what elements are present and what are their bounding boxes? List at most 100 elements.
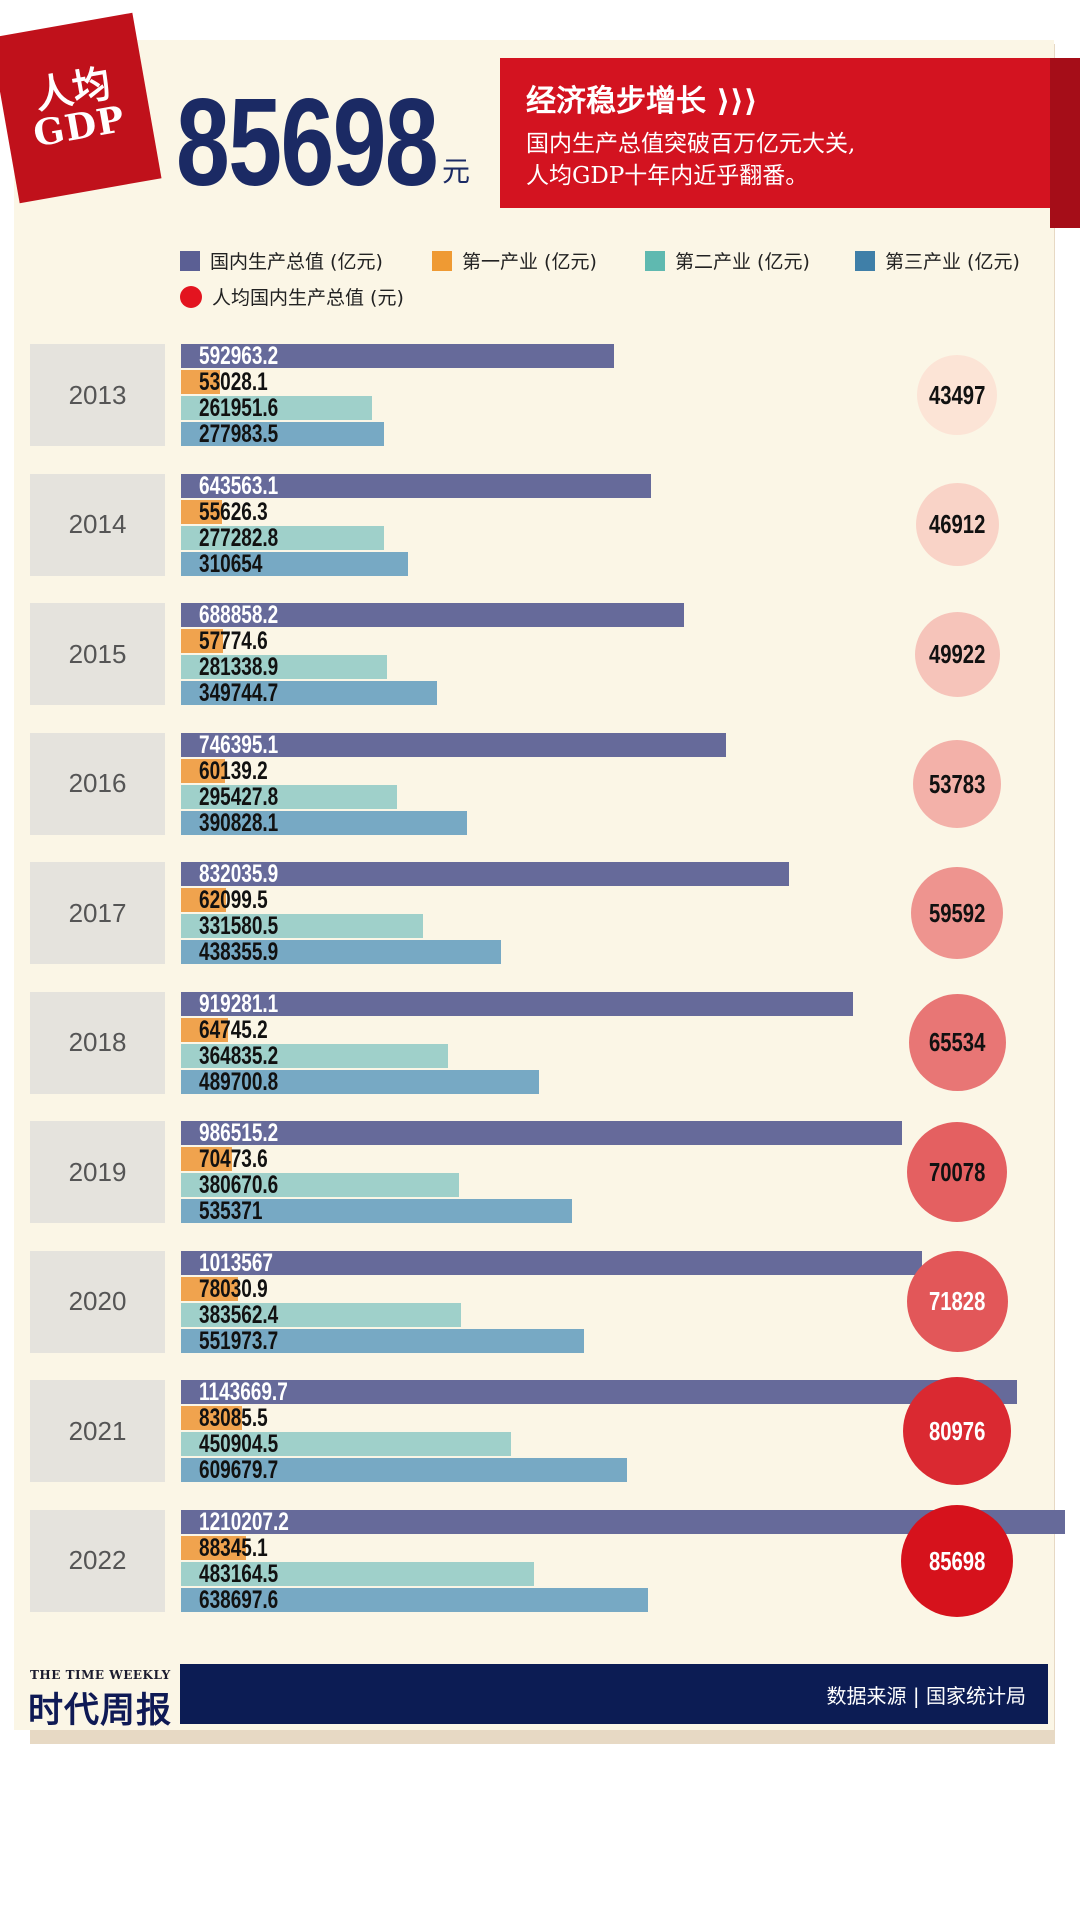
bar-value-2021-s0: 1143669.7 — [199, 1378, 288, 1406]
per-capita-circle-2018: 65534 — [909, 994, 1006, 1091]
bar-2013-s3 — [181, 422, 384, 446]
bar-value-2015-s3: 349744.7 — [199, 679, 279, 707]
bar-2018-s2 — [181, 1043, 448, 1068]
legend-item-1: 第一产业 (亿元) — [432, 247, 597, 274]
bar-2017-s0 — [181, 862, 789, 886]
legend-swatch — [645, 250, 665, 271]
bar-2015-s1 — [181, 629, 223, 653]
legend-item-0: 国内生产总值 (亿元) — [180, 247, 383, 274]
bar-value-2020-s3: 551973.7 — [199, 1326, 279, 1355]
bar-value-2018-s2: 364835.2 — [199, 1041, 279, 1070]
bar-value-2019-s3: 535371 — [199, 1197, 263, 1225]
bar-2013-s0 — [181, 344, 614, 368]
bar-2021-s1 — [181, 1406, 242, 1430]
bar-value-2020-s2: 383562.4 — [199, 1300, 279, 1329]
bar-value-2017-s2: 331580.5 — [199, 912, 279, 940]
year-label-2018: 2018 — [30, 991, 165, 1094]
bar-value-2015-s0: 688858.2 — [199, 601, 279, 629]
legend-swatch — [180, 250, 200, 271]
bar-2018-s3 — [181, 1069, 539, 1094]
bar-2019-s2 — [181, 1173, 459, 1197]
footer-logo-en: THE TIME WEEKLY — [30, 1668, 171, 1682]
year-label-2021: 2021 — [30, 1380, 165, 1482]
bar-2015-s0 — [181, 603, 684, 627]
legend-swatch — [432, 250, 452, 271]
per-capita-value-2014: 46912 — [929, 509, 986, 539]
bar-value-2022-s0: 1210207.2 — [199, 1507, 289, 1536]
per-capita-circle-2021: 80976 — [903, 1377, 1011, 1485]
per-capita-circle-2014: 46912 — [916, 483, 999, 566]
per-capita-value-2013: 43497 — [928, 379, 986, 410]
bar-value-2017-s0: 832035.9 — [199, 860, 279, 888]
bar-value-2022-s2: 483164.5 — [199, 1559, 279, 1588]
bar-value-2016-s3: 390828.1 — [199, 808, 279, 837]
per-capita-value-2015: 49922 — [929, 639, 986, 669]
per-capita-circle-2015: 49922 — [915, 612, 1000, 697]
per-capita-value-2022: 85698 — [928, 1545, 986, 1576]
legend-label: 第二产业 (亿元) — [675, 251, 810, 273]
year-label-2014: 2014 — [30, 473, 165, 576]
banner-title: 经济稳步增长 ⟩⟩⟩ — [526, 84, 758, 119]
headline-unit: 元 — [442, 155, 471, 188]
bar-value-2022-s3: 638697.6 — [199, 1585, 279, 1614]
bar-value-2014-s0: 643563.1 — [199, 471, 279, 500]
bar-2014-s0 — [181, 473, 651, 498]
legend-label: 人均国内生产总值 (元) — [212, 287, 404, 309]
year-label-2013: 2013 — [30, 344, 165, 446]
bar-2021-s3 — [181, 1458, 627, 1482]
per-capita-circle-2020: 71828 — [907, 1251, 1008, 1352]
per-capita-value-2019: 70078 — [928, 1156, 986, 1187]
bar-2020-s3 — [181, 1328, 584, 1353]
bar-2017-s2 — [181, 914, 423, 938]
per-capita-value-2020: 71828 — [929, 1286, 986, 1316]
bar-2019-s0 — [181, 1121, 902, 1145]
bar-2014-s3 — [181, 551, 408, 576]
bar-value-2021-s1: 83085.5 — [199, 1404, 268, 1432]
bar-2013-s2 — [181, 396, 372, 420]
legend-swatch — [855, 250, 875, 271]
bar-value-2018-s1: 64745.2 — [199, 1015, 268, 1044]
bar-2018-s1 — [181, 1017, 228, 1042]
bar-value-2017-s1: 62099.5 — [199, 886, 268, 914]
bar-2022-s2 — [181, 1561, 534, 1586]
per-capita-value-2018: 65534 — [929, 1027, 986, 1057]
bar-value-2016-s2: 295427.8 — [199, 782, 279, 811]
per-capita-circle-2017: 59592 — [911, 867, 1003, 959]
bar-value-2019-s1: 70473.6 — [199, 1145, 268, 1173]
legend-label: 第三产业 (亿元) — [885, 251, 1020, 273]
bar-value-2020-s0: 1013567 — [199, 1248, 273, 1277]
bar-2020-s2 — [181, 1302, 461, 1327]
bar-value-2014-s3: 310654 — [199, 549, 263, 578]
per-capita-value-2016: 53783 — [928, 768, 986, 799]
bar-value-2013-s3: 277983.5 — [199, 420, 279, 448]
bar-2016-s1 — [181, 758, 225, 783]
banner-fold — [1050, 58, 1080, 228]
bar-2013-s1 — [181, 370, 220, 394]
per-capita-circle-2019: 70078 — [907, 1122, 1007, 1222]
legend-label: 第一产业 (亿元) — [462, 251, 597, 273]
legend-label: 国内生产总值 (亿元) — [210, 251, 383, 273]
banner-line-1: 国内生产总值突破百万亿元大关, — [526, 131, 856, 157]
bar-value-2015-s2: 281338.9 — [199, 653, 279, 681]
bar-value-2015-s1: 57774.6 — [199, 627, 268, 655]
year-label-2015: 2015 — [30, 603, 165, 705]
bar-value-2018-s3: 489700.8 — [199, 1067, 279, 1096]
bar-value-2017-s3: 438355.9 — [199, 938, 279, 966]
data-source: 数据来源 | 国家统计局 — [826, 1684, 1026, 1708]
bar-value-2013-s0: 592963.2 — [199, 342, 279, 370]
bar-2018-s0 — [181, 991, 853, 1016]
bar-value-2014-s1: 55626.3 — [199, 497, 268, 526]
bar-2022-s3 — [181, 1587, 648, 1612]
per-capita-gdp-tag: 人均 GDP — [0, 12, 162, 204]
bar-value-2016-s0: 746395.1 — [199, 730, 279, 759]
per-capita-circle-2016: 53783 — [913, 740, 1001, 828]
summary-banner — [500, 58, 1062, 208]
per-capita-circle-2013: 43497 — [917, 355, 997, 435]
year-label-2017: 2017 — [30, 862, 165, 964]
bar-value-2014-s2: 277282.8 — [199, 523, 279, 552]
headline-value: 85698 — [176, 74, 439, 212]
banner-line-2: 人均GDP十年内近乎翻番。 — [526, 163, 809, 189]
bar-2019-s3 — [181, 1199, 572, 1223]
bar-2015-s3 — [181, 681, 437, 705]
bar-2019-s1 — [181, 1147, 232, 1171]
